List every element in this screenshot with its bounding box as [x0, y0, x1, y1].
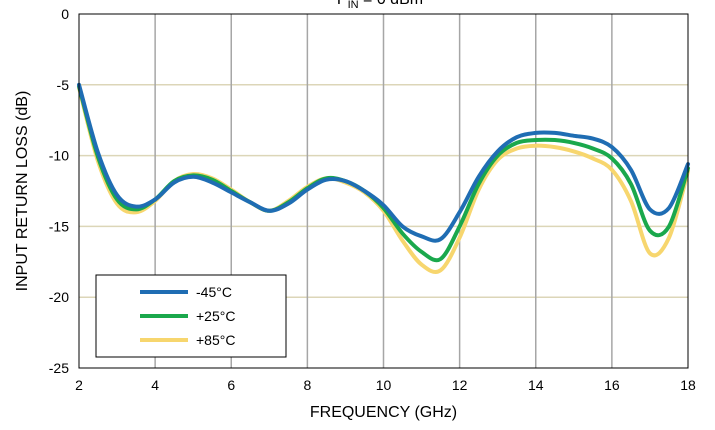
chart-title-subscript: IN: [348, 0, 359, 11]
legend-box: [95, 274, 287, 358]
x-tick-label: 12: [452, 377, 468, 393]
y-axis-title: INPUT RETURN LOSS (dB): [14, 91, 31, 292]
legend: -45°C +25°C +85°C: [95, 274, 287, 358]
x-tick-label: 2: [75, 377, 83, 393]
x-axis-ticks: 2 4 6 8 10 12 14 16 18: [75, 377, 696, 393]
legend-label: +85°C: [196, 332, 235, 348]
x-tick-label: 18: [680, 377, 696, 393]
x-tick-label: 8: [303, 377, 311, 393]
y-tick-label: 0: [61, 6, 69, 22]
chart-title: PIN = 0 dBm: [337, 0, 423, 11]
x-tick-label: 10: [376, 377, 392, 393]
y-tick-label: -25: [49, 360, 69, 376]
series-layer: [77, 82, 690, 275]
series-line: [77, 82, 690, 243]
x-axis-title: FREQUENCY (GHz): [310, 404, 457, 421]
x-tick-label: 14: [528, 377, 544, 393]
x-tick-label: 6: [227, 377, 235, 393]
y-axis-ticks: 0 -5 -10 -15 -20 -25: [49, 6, 69, 376]
plot-frame: [78, 13, 689, 369]
y-tick-label: -15: [49, 218, 69, 234]
y-tick-label: -10: [49, 148, 69, 164]
chart-title-suffix: = 0 dBm: [359, 0, 423, 8]
x-tick-label: 4: [151, 377, 159, 393]
chart-title-main: P: [337, 0, 348, 8]
y-tick-label: -20: [49, 289, 69, 305]
x-tick-label: 16: [604, 377, 620, 393]
y-tick-label: -5: [57, 77, 70, 93]
legend-label: -45°C: [196, 284, 232, 300]
legend-label: +25°C: [196, 308, 235, 324]
